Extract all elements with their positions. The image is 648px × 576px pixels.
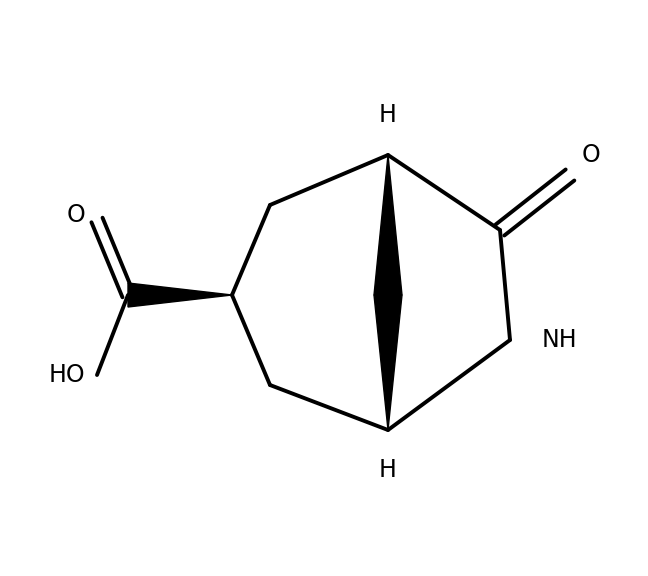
Text: HO: HO <box>49 363 85 387</box>
Text: H: H <box>379 103 397 127</box>
Polygon shape <box>374 295 402 430</box>
Text: NH: NH <box>542 328 577 352</box>
Text: O: O <box>582 143 601 167</box>
Text: O: O <box>66 203 85 227</box>
Polygon shape <box>128 283 232 307</box>
Polygon shape <box>374 155 402 295</box>
Text: H: H <box>379 458 397 482</box>
